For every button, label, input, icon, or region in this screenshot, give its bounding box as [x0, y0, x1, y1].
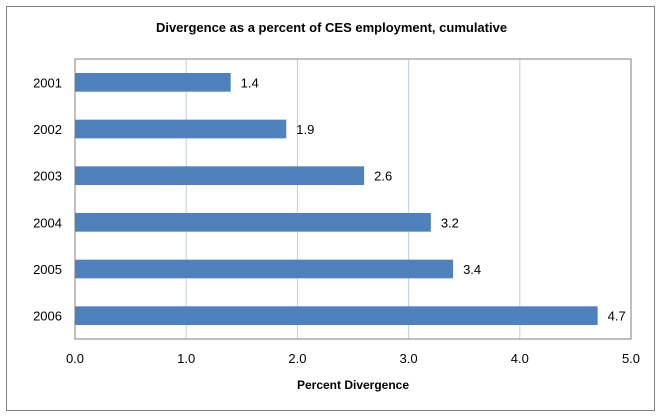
- data-label-2004: 3.2: [441, 215, 459, 230]
- data-label-2006: 4.7: [608, 309, 626, 324]
- bar-2001: [75, 73, 231, 92]
- category-label-2004: 2004: [33, 215, 62, 230]
- category-label-2006: 2006: [33, 309, 62, 324]
- x-tick-label: 3.0: [400, 351, 418, 366]
- x-tick-label: 1.0: [177, 351, 195, 366]
- x-tick-label: 5.0: [622, 351, 640, 366]
- plot-area-border: [74, 58, 632, 340]
- bar-2004: [75, 213, 431, 232]
- gridlines: [185, 59, 521, 339]
- x-tick-label: 0.0: [66, 351, 84, 366]
- x-tick-label: 4.0: [511, 351, 529, 366]
- category-label-2003: 2003: [33, 169, 62, 184]
- data-labels: 1.4 1.9 2.6 3.2 3.4 4.7: [241, 75, 626, 323]
- bar-2002: [75, 119, 287, 139]
- data-label-2005: 3.4: [463, 262, 481, 277]
- data-label-2001: 1.4: [241, 75, 259, 90]
- bar-2006: [75, 306, 598, 325]
- bar-2005: [75, 259, 454, 279]
- bars: [75, 73, 598, 325]
- bar-2003: [75, 166, 365, 185]
- category-label-2001: 2001: [33, 75, 62, 90]
- x-tick-label: 2.0: [288, 351, 306, 366]
- data-label-2003: 2.6: [374, 169, 392, 184]
- category-axis-labels: 2001 2002 2003 2004 2005 2006: [33, 75, 62, 323]
- category-label-2002: 2002: [33, 122, 62, 137]
- data-label-2002: 1.9: [296, 122, 314, 137]
- value-axis-tick-labels: 0.0 1.0 2.0 3.0 4.0 5.0: [66, 351, 640, 366]
- x-axis-title: Percent Divergence: [297, 378, 409, 392]
- category-label-2005: 2005: [33, 262, 62, 277]
- chart-title: Divergence as a percent of CES employmen…: [155, 20, 508, 35]
